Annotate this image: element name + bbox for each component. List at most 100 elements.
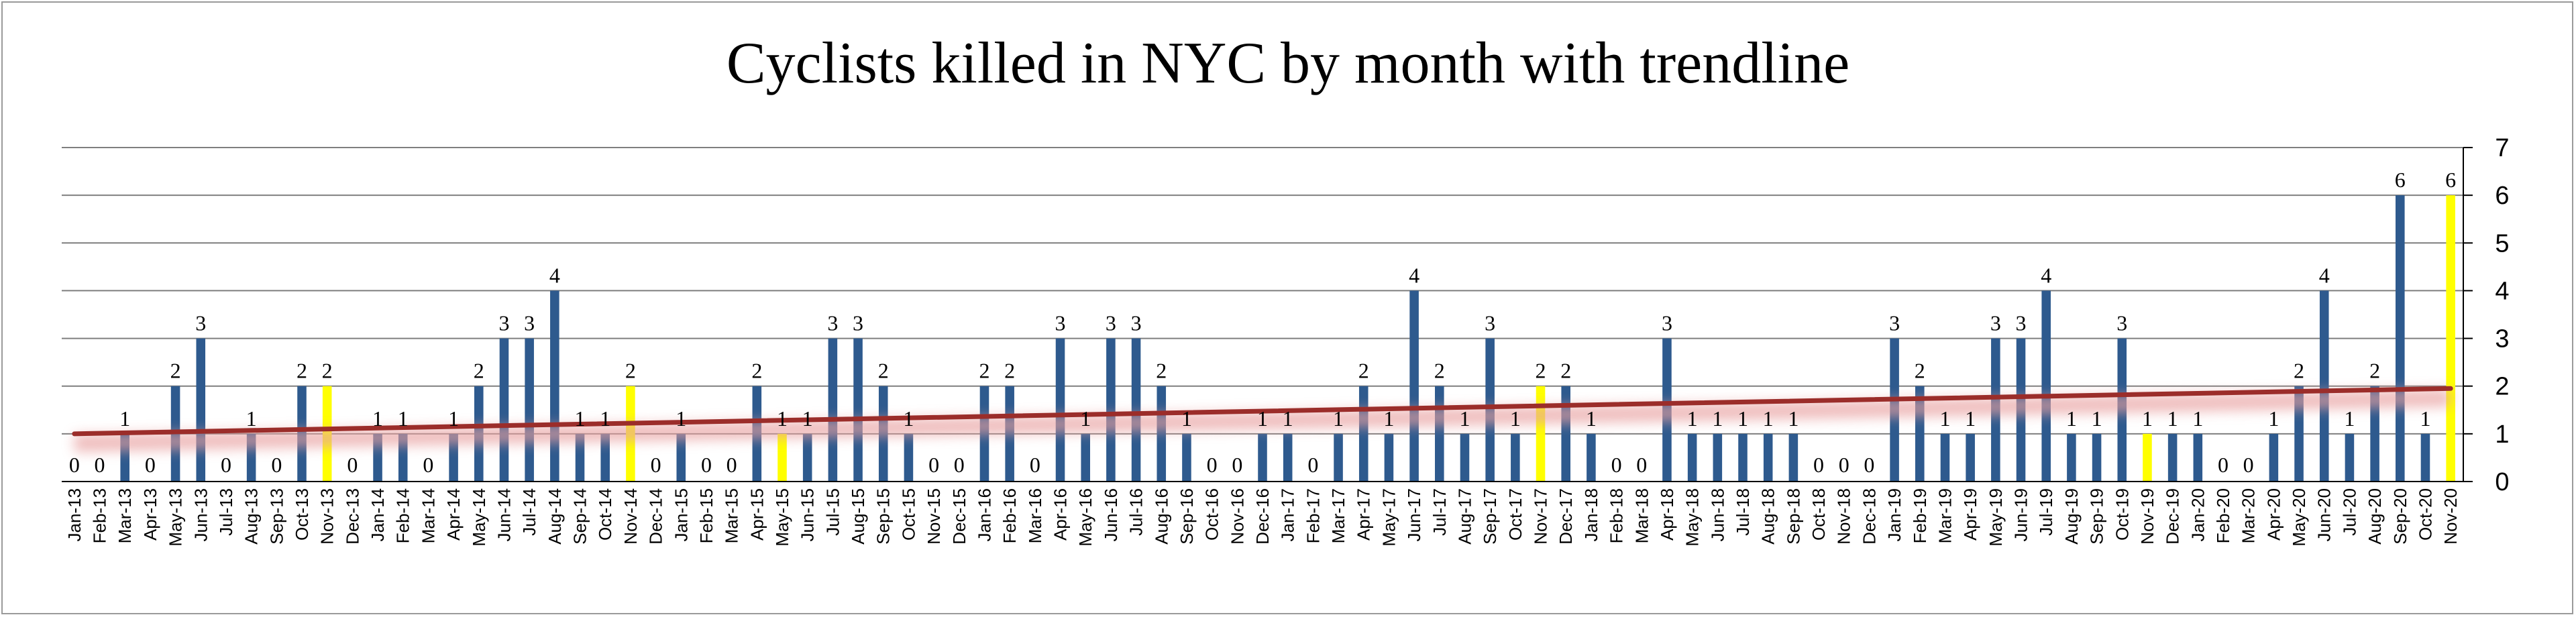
x-tick-label: Feb-14 — [393, 488, 413, 543]
x-tick-label: Apr-18 — [1657, 488, 1677, 541]
data-label: 2 — [322, 359, 333, 383]
x-tick-label: Sep-13 — [266, 488, 286, 545]
data-label: 1 — [2092, 406, 2102, 431]
bar — [1763, 433, 1773, 482]
x-tick-label: Feb-15 — [696, 488, 716, 543]
bar — [1409, 290, 1419, 482]
data-label: 2 — [1358, 359, 1369, 383]
data-label: 4 — [2041, 263, 2051, 287]
x-tick-label: May-19 — [1986, 488, 2006, 547]
x-tick-label: Jul-16 — [1126, 488, 1146, 536]
data-label: 0 — [1232, 453, 1242, 477]
data-label: 1 — [1687, 406, 1698, 431]
data-label: 3 — [1889, 311, 1900, 335]
x-tick-label: Jun-20 — [2314, 488, 2334, 542]
data-label: 1 — [2142, 406, 2153, 431]
x-tick-label: Jun-17 — [1404, 488, 1424, 542]
data-label: 2 — [1004, 359, 1015, 383]
bar — [1157, 386, 1167, 482]
bar — [2269, 433, 2279, 482]
bar — [550, 290, 559, 482]
bar — [1713, 433, 1723, 482]
data-label: 6 — [2445, 168, 2456, 192]
data-label: 2 — [474, 359, 484, 383]
x-tick-label: Oct-17 — [1505, 488, 1525, 541]
bar — [1561, 386, 1570, 482]
data-label: 1 — [1257, 406, 1268, 431]
data-label: 1 — [1333, 406, 1344, 431]
bar — [1460, 433, 1470, 482]
x-tick-label: Mar-13 — [115, 488, 135, 543]
x-tick-label: Nov-16 — [1227, 488, 1247, 545]
x-tick-label: Aug-16 — [1151, 488, 1171, 545]
x-tick-label: Sep-16 — [1177, 488, 1197, 545]
trendline — [72, 386, 2453, 452]
data-label: 0 — [1864, 453, 1874, 477]
data-label: 1 — [1788, 406, 1799, 431]
x-tick-label: Mar-15 — [722, 488, 742, 543]
data-label: 1 — [1763, 406, 1774, 431]
data-label: 1 — [1737, 406, 1748, 431]
x-tick-label: Jan-13 — [64, 488, 85, 542]
bar — [1536, 386, 1546, 482]
data-label: 0 — [423, 453, 433, 477]
y-tick-label: 5 — [2495, 229, 2509, 258]
bar — [1055, 338, 1065, 482]
data-label: 1 — [372, 406, 383, 431]
x-tick-label: Dec-19 — [2163, 488, 2183, 545]
bar — [2067, 433, 2076, 482]
data-label: 3 — [195, 311, 206, 335]
data-label: 2 — [878, 359, 889, 383]
x-tick-label: Nov-18 — [1834, 488, 1854, 545]
bar — [1334, 433, 1343, 482]
data-label: 1 — [2420, 406, 2430, 431]
bar — [676, 433, 686, 482]
x-tick-label: Nov-20 — [2440, 488, 2461, 545]
bar — [904, 433, 914, 482]
data-label: 1 — [398, 406, 409, 431]
x-tick-label: Apr-15 — [747, 488, 767, 541]
x-tick-label: Aug-19 — [2061, 488, 2082, 545]
data-label: 0 — [2218, 453, 2229, 477]
x-tick-label: Jul-19 — [2036, 488, 2056, 536]
x-tick-label: Oct-20 — [2415, 488, 2435, 541]
x-tick-label: Jun-15 — [798, 488, 818, 542]
x-tick-label: Oct-19 — [2112, 488, 2132, 541]
bar — [196, 338, 206, 482]
x-tick-label: Jan-14 — [368, 488, 388, 542]
x-tick-label: Apr-17 — [1354, 488, 1374, 541]
x-tick-label: Jul-20 — [2339, 488, 2359, 536]
x-tick-label: Jan-20 — [2188, 488, 2208, 542]
x-tick-label: Sep-20 — [2390, 488, 2410, 545]
trendline-glow — [74, 389, 2451, 452]
bar — [828, 338, 838, 482]
data-label: 1 — [1080, 406, 1091, 431]
data-label: 1 — [1283, 406, 1293, 431]
bar — [2167, 433, 2178, 482]
y-tick-label: 6 — [2495, 182, 2509, 210]
x-tick-label: Oct-16 — [1202, 488, 1222, 541]
bar — [2345, 433, 2355, 482]
x-tick-label: Jul-15 — [822, 488, 843, 536]
data-label: 4 — [2319, 263, 2330, 287]
bar — [1283, 433, 1293, 482]
x-tick-label: Jun-19 — [2011, 488, 2031, 542]
data-label: 1 — [2344, 406, 2355, 431]
x-tick-label: Jan-18 — [1581, 488, 1601, 542]
data-label: 1 — [575, 406, 586, 431]
x-tick-label: Sep-17 — [1480, 488, 1500, 545]
data-label: 2 — [297, 359, 307, 383]
data-label: 1 — [1586, 406, 1597, 431]
data-label: 1 — [1939, 406, 1950, 431]
data-label: 3 — [2016, 311, 2027, 335]
data-label: 1 — [1383, 406, 1394, 431]
x-tick-label: Apr-20 — [2263, 488, 2284, 541]
x-tick-label: Sep-14 — [570, 488, 590, 545]
data-label: 0 — [221, 453, 231, 477]
x-tick-label: Dec-18 — [1859, 488, 1879, 545]
data-label: 1 — [802, 406, 813, 431]
data-label: 3 — [1106, 311, 1116, 335]
x-tick-label: Feb-20 — [2213, 488, 2233, 543]
